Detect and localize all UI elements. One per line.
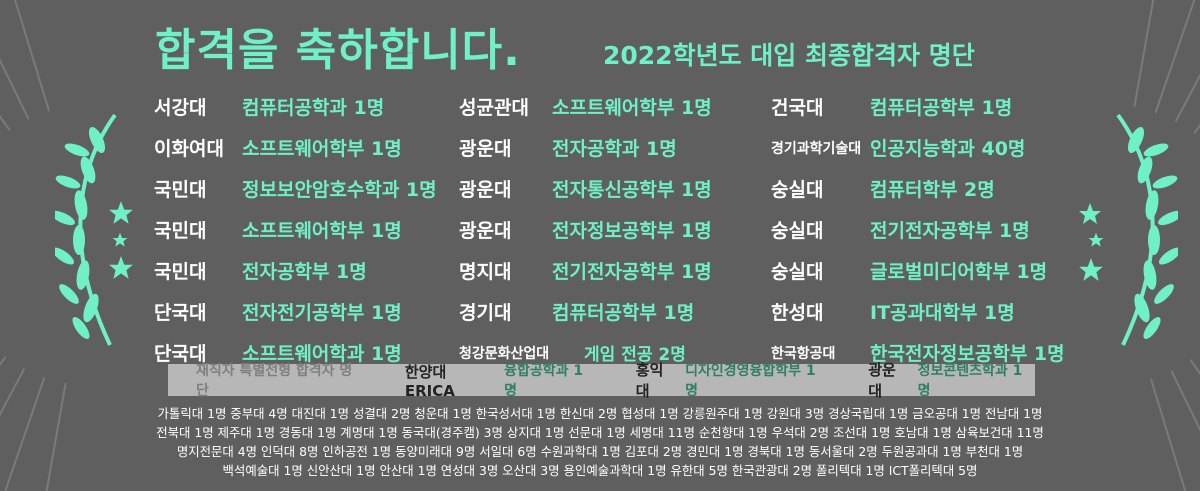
department-count: 전기전자공학부 1명 xyxy=(552,261,712,283)
university-name: 한성대 xyxy=(771,302,824,324)
department-count: 전자정보공학부 1명 xyxy=(552,220,712,242)
university-name: 경기대 xyxy=(459,302,512,324)
table-row: 국민대 소프트웨어학부 1명 광운대 전자정보공학부 1명 숭실대 전기전자공학… xyxy=(150,209,1070,250)
department-count: 글로벌미디어학부 1명 xyxy=(870,261,1048,283)
list-item: 전북대 1명 제주대 1명 경동대 1명 계명대 1명 동국대(경주캠) 3명 … xyxy=(156,425,1044,440)
university-name: 청강문화산업대 xyxy=(459,345,550,362)
department-count: 전기전자공학부 1명 xyxy=(870,220,1030,242)
department-count: 컴퓨터학부 2명 xyxy=(870,179,995,201)
star-icon xyxy=(109,201,133,224)
laurel-left-icon xyxy=(55,113,117,346)
department-count: 한국전자정보공학부 1명 xyxy=(870,343,1065,365)
department-count: 전자통신공학부 1명 xyxy=(552,179,712,201)
university-name: 국민대 xyxy=(154,220,207,242)
list-item: 명지전문대 4명 인덕대 8명 인하공전 1명 동양미래대 9명 서일대 6명 … xyxy=(176,444,1024,459)
table-row: 서강대 컴퓨터공학과 1명 성균관대 소프트웨어학부 1명 건국대 컴퓨터공학부… xyxy=(150,86,1070,127)
department-count: 소프트웨어학부 1명 xyxy=(242,220,402,242)
ray-line xyxy=(4,377,46,491)
university-name: 단국대 xyxy=(154,302,207,324)
university-name: 한양대ERICA xyxy=(404,362,455,400)
department-count: 인공지능학과 40명 xyxy=(870,138,1026,160)
star-icon xyxy=(1088,232,1104,247)
university-name: 건국대 xyxy=(771,97,824,119)
university-name: 국민대 xyxy=(154,261,207,283)
table-row: 단국대 소프트웨어학과 1명 청강문화산업대 게임 전공 2명 한국항공대 한국… xyxy=(150,332,1070,373)
university-name: 홍익대 xyxy=(635,361,664,400)
list-item: 백석예술대 1명 신안산대 1명 안산대 1명 연성대 3명 오산대 3명 용인… xyxy=(222,463,978,478)
table-row: 이화여대 소프트웨어학부 1명 광운대 전자공학과 1명 경기과학기술대 인공지… xyxy=(150,127,1070,168)
special-admission-bar: 재직자 특별전형 합격자 명단 한양대ERICA 융합공학과 1명 홍익대 디자… xyxy=(168,361,1035,400)
department-count: 컴퓨터공학부 1명 xyxy=(552,302,695,324)
ray-line xyxy=(45,382,67,491)
department-count: 정보보안암호수학과 1명 xyxy=(242,179,437,201)
university-name: 숭실대 xyxy=(771,179,824,201)
department-count: 소프트웨어학부 1명 xyxy=(552,97,712,119)
laurel-right-icon xyxy=(1116,113,1178,346)
ray-line xyxy=(0,368,26,417)
university-name: 서강대 xyxy=(154,97,207,119)
ray-line xyxy=(1154,0,1196,113)
university-name: 경기과학기술대 xyxy=(771,140,862,157)
ray-line xyxy=(1149,378,1187,491)
university-name: 국민대 xyxy=(154,179,207,201)
university-name: 광운대 xyxy=(868,361,896,400)
ray-line xyxy=(0,58,30,120)
university-name: 이화여대 xyxy=(154,138,224,160)
ray-line xyxy=(1170,370,1200,432)
table-row: 단국대 전자전기공학부 1명 경기대 컴퓨터공학부 1명 한성대 IT공과대학부… xyxy=(150,291,1070,332)
department-count: 융합공학과 1명 xyxy=(504,363,584,399)
ray-line xyxy=(14,0,51,112)
university-name: 광운대 xyxy=(459,220,512,242)
star-icon xyxy=(1079,203,1101,224)
university-name: 단국대 xyxy=(154,343,207,365)
page-title: 합격을 축하합니다. xyxy=(155,25,521,76)
department-count: IT공과대학부 1명 xyxy=(870,302,1015,324)
table-row: 국민대 정보보안암호수학과 1명 광운대 전자통신공학부 1명 숭실대 컴퓨터학… xyxy=(150,168,1070,209)
university-name: 숭실대 xyxy=(771,261,824,283)
department-count: 컴퓨터공학과 1명 xyxy=(242,97,385,119)
department-count: 전자공학부 1명 xyxy=(242,261,367,283)
star-icon xyxy=(1079,258,1103,281)
department-count: 정보콘텐츠학과 1명 xyxy=(917,363,1023,399)
university-name: 숭실대 xyxy=(771,220,824,242)
department-count: 소프트웨어학부 1명 xyxy=(242,138,402,160)
ray-line xyxy=(1174,73,1200,122)
department-count: 컴퓨터공학부 1명 xyxy=(870,97,1013,119)
table-row: 국민대 전자공학부 1명 명지대 전기전자공학부 1명 숭실대 글로벌미디어학부… xyxy=(150,250,1070,291)
university-name: 광운대 xyxy=(459,138,512,160)
star-icon xyxy=(112,232,128,247)
department-count: 소프트웨어학과 1명 xyxy=(242,343,402,365)
department-count: 디자인경영융합학부 1명 xyxy=(685,363,816,399)
department-count: 전자전기공학부 1명 xyxy=(242,302,402,324)
university-name: 한국항공대 xyxy=(771,345,836,362)
department-count: 전자공학과 1명 xyxy=(552,138,677,160)
ray-line xyxy=(0,114,11,131)
admissions-table: 서강대 컴퓨터공학과 1명 성균관대 소프트웨어학부 1명 건국대 컴퓨터공학부… xyxy=(150,86,1070,373)
ray-line xyxy=(1133,0,1155,108)
university-name: 명지대 xyxy=(459,261,512,283)
list-item: 가톨릭대 1명 중부대 4명 대진대 1명 성결대 2명 청운대 1명 한국성서… xyxy=(157,406,1043,421)
other-universities-list: 가톨릭대 1명 중부대 4명 대진대 1명 성결대 2명 청운대 1명 한국성서… xyxy=(0,404,1200,480)
special-admission-label: 재직자 특별전형 합격자 명단 xyxy=(196,363,353,399)
university-name: 성균관대 xyxy=(459,97,529,119)
department-count: 게임 전공 2명 xyxy=(584,345,686,365)
page-subtitle: 2022학년도 대입 최종합격자 명단 xyxy=(603,41,975,70)
star-icon xyxy=(109,256,133,279)
university-name: 광운대 xyxy=(459,179,512,201)
